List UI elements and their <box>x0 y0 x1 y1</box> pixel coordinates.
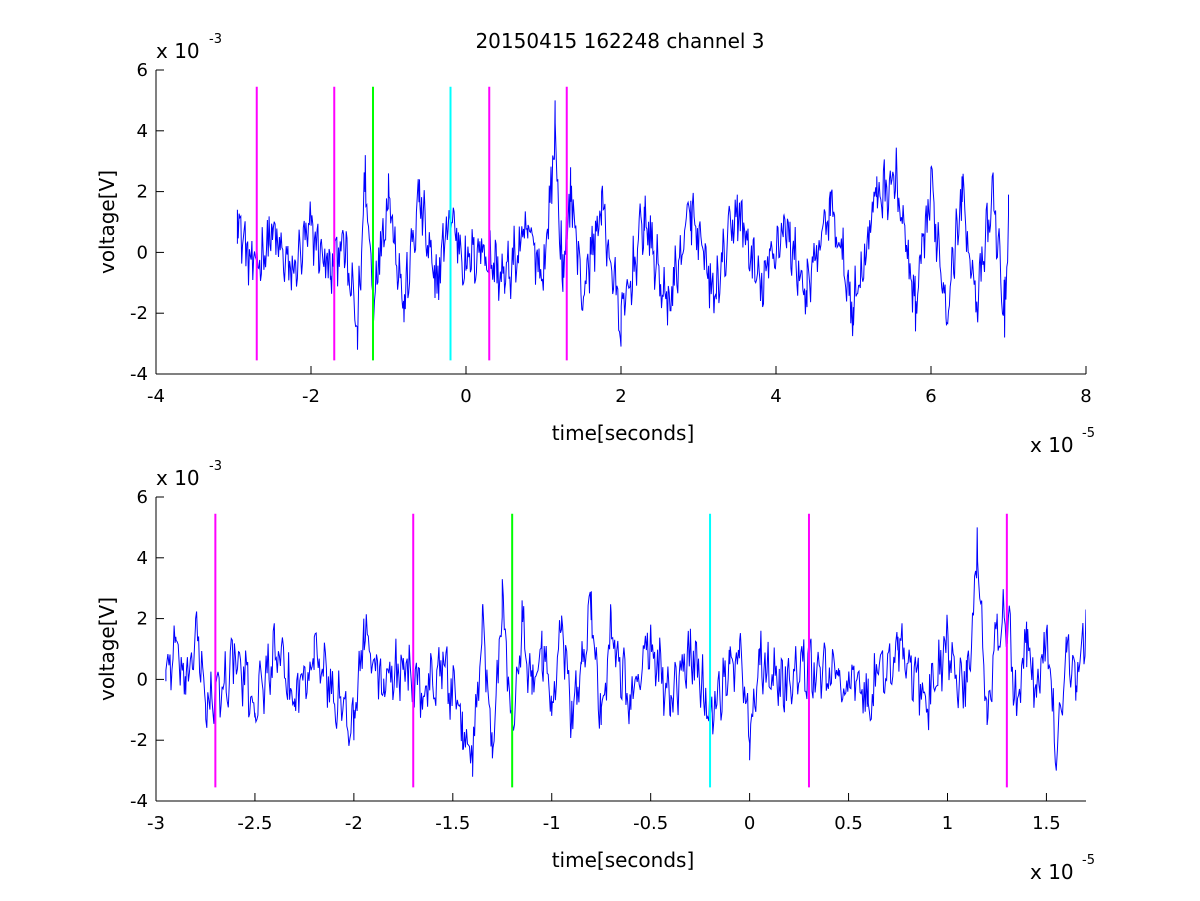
y-multiplier: x 10 <box>156 39 200 63</box>
y-multiplier: x 10 <box>156 466 200 490</box>
signal-line <box>165 527 1086 777</box>
x-tick-label: 0 <box>744 813 755 834</box>
y-multiplier-exponent: -3 <box>209 459 222 474</box>
x-tick-label: -2 <box>302 386 320 407</box>
x-tick-label: 0.5 <box>834 813 863 834</box>
x-tick-label: 6 <box>925 386 936 407</box>
x-tick-label: -3 <box>147 813 165 834</box>
y-tick-label: 2 <box>137 182 148 203</box>
x-tick-label: 4 <box>770 386 781 407</box>
y-tick-label: 0 <box>137 242 148 263</box>
y-tick-label: 2 <box>137 609 148 630</box>
x-tick-label: 2 <box>615 386 626 407</box>
y-tick-label: 4 <box>137 121 148 142</box>
x-tick-label: -2.5 <box>237 813 272 834</box>
x-tick-label: 8 <box>1080 386 1091 407</box>
y-tick-label: 6 <box>137 487 148 508</box>
x-multiplier-exponent: -5 <box>1082 426 1095 441</box>
y-tick-label: -4 <box>130 364 148 385</box>
bottom-plot: -3 -2.5 -2 -1.5 -1 -0.5 0 0.5 1 1.5 -4 -2 0 2 4 6 time[s… <box>95 459 1095 884</box>
x-multiplier-exponent: -5 <box>1082 853 1095 868</box>
signal-line <box>236 100 1009 350</box>
y-tick-label: 4 <box>137 548 148 569</box>
y-tick-label: 6 <box>137 60 148 81</box>
x-axis-label: time[seconds] <box>552 848 695 872</box>
y-multiplier-exponent: -3 <box>209 32 222 47</box>
x-multiplier: x 10 <box>1030 433 1074 457</box>
y-axis-label: voltage[V] <box>95 170 119 274</box>
x-tick-label: 1 <box>942 813 953 834</box>
y-tick-label: -2 <box>130 303 148 324</box>
y-axis-label: voltage[V] <box>95 597 119 701</box>
x-tick-label: -2 <box>345 813 363 834</box>
x-multiplier: x 10 <box>1030 860 1074 884</box>
x-tick-label: 0 <box>460 386 471 407</box>
x-tick-label: -1 <box>543 813 561 834</box>
x-tick-label: 1.5 <box>1032 813 1061 834</box>
x-tick-label: -4 <box>147 386 165 407</box>
x-tick-label: -0.5 <box>633 813 668 834</box>
chart-title: 20150415 162248 channel 3 <box>475 29 764 53</box>
x-axis-label: time[seconds] <box>552 421 695 445</box>
y-tick-label: -2 <box>130 730 148 751</box>
top-plot: -4 -2 0 2 4 6 8 -4 -2 0 2 4 6 time[seconds] voltage[V]… <box>95 32 1095 457</box>
y-tick-label: -4 <box>130 791 148 812</box>
y-tick-label: 0 <box>137 669 148 690</box>
x-tick-label: -1.5 <box>435 813 470 834</box>
